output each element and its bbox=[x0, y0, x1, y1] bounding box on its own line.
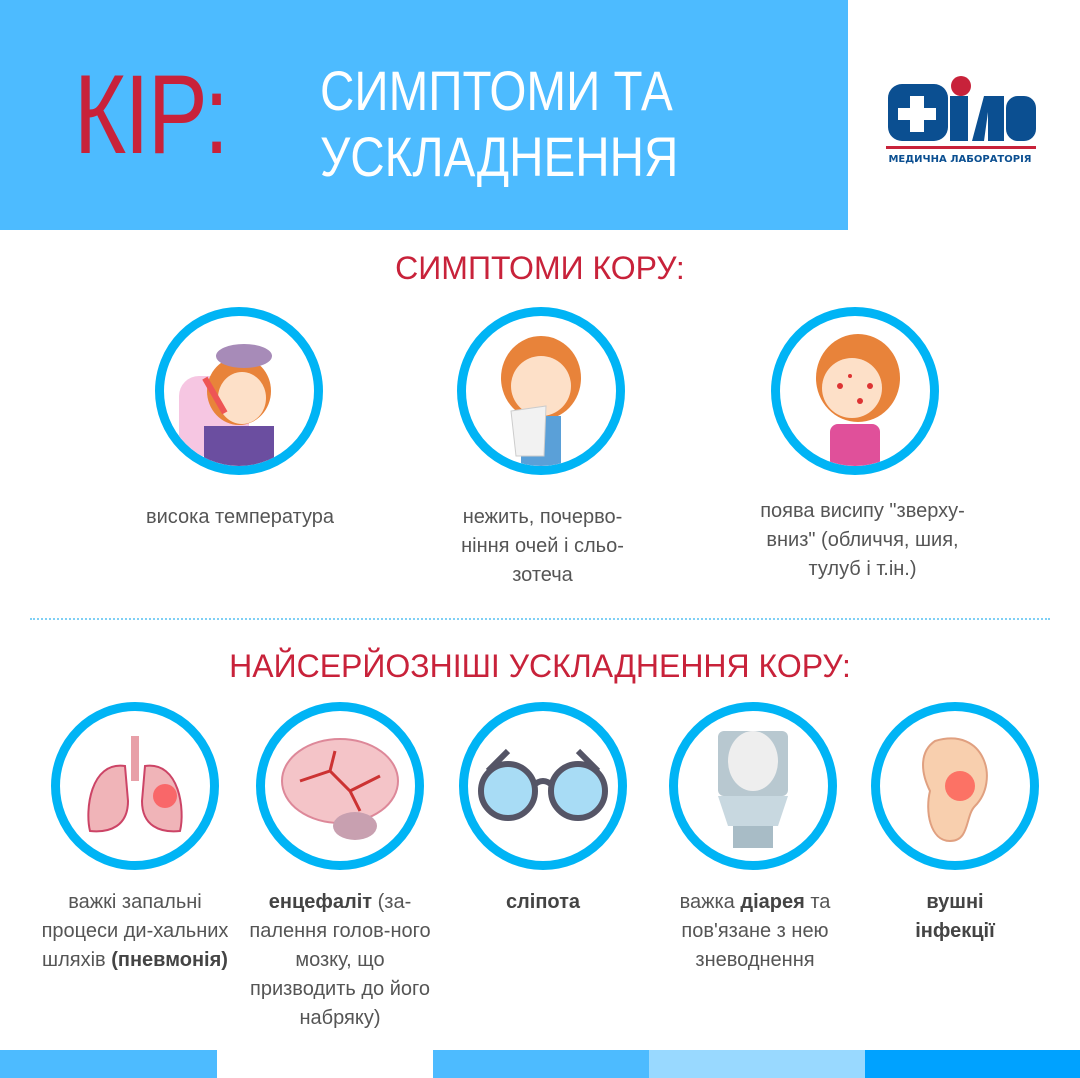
complication-caption-5: вушні інфекції bbox=[895, 888, 1015, 946]
title-line1: СИМПТОМИ ТА bbox=[320, 59, 673, 122]
toilet-icon bbox=[669, 702, 837, 870]
lungs-icon bbox=[51, 702, 219, 870]
runny-nose-girl-icon bbox=[457, 307, 625, 475]
logo-dila: МЕДИЧНА ЛАБОРАТОРІЯ bbox=[886, 76, 1036, 165]
caption-bold: енцефаліт bbox=[268, 891, 373, 913]
glasses-icon bbox=[459, 702, 627, 870]
footer-bar-1 bbox=[0, 1050, 217, 1078]
caption-bold: діарея bbox=[740, 891, 805, 913]
complication-caption-2: енцефаліт (за-палення голов-ного мозку, … bbox=[245, 888, 435, 1033]
brain-icon bbox=[256, 702, 424, 870]
footer-bar-3 bbox=[433, 1050, 649, 1078]
logo-subtitle: МЕДИЧНА ЛАБОРАТОРІЯ bbox=[888, 154, 1031, 165]
symptoms-heading: СИМПТОМИ КОРУ: bbox=[395, 250, 685, 286]
complication-caption-1: важкі запальні процеси ди-хальних шляхів… bbox=[35, 888, 235, 975]
title-line2: УСКЛАДНЕННЯ bbox=[320, 125, 679, 188]
symptom-caption-2: нежить, почерво-ніння очей і сльо-зотеча bbox=[461, 506, 624, 586]
complications-heading: НАЙСЕРЙОЗНІШІ УСКЛАДНЕННЯ КОРУ: bbox=[229, 648, 851, 684]
footer-bar-5 bbox=[865, 1050, 1080, 1078]
symptom-caption-1: висока температура bbox=[146, 506, 334, 528]
caption-text: (за-палення голов-ного мозку, що призвод… bbox=[249, 891, 431, 1029]
header-banner: КІР: СИМПТОМИ ТА УСКЛАДНЕННЯ bbox=[0, 0, 848, 230]
caption-text: та пов'язане з нею зневоднення bbox=[681, 891, 831, 971]
footer-bar-4 bbox=[649, 1050, 865, 1078]
caption-text: важкі запальні процеси ди-хальних шляхів bbox=[41, 891, 229, 971]
caption-bold: вушні інфекції bbox=[915, 891, 995, 942]
title-sub: СИМПТОМИ ТА УСКЛАДНЕННЯ bbox=[320, 58, 678, 190]
symptom-caption-3: поява висипу "зверху-вниз" (обличчя, шия… bbox=[760, 500, 965, 580]
ear-icon bbox=[871, 702, 1039, 870]
title-main: КІР: bbox=[74, 52, 229, 177]
complication-caption-4: важка діарея та пов'язане з нею зневодне… bbox=[650, 888, 860, 975]
divider bbox=[30, 618, 1050, 620]
rash-girl-icon bbox=[771, 307, 939, 475]
caption-text: важка bbox=[679, 891, 741, 913]
caption-bold: (пневмонія) bbox=[111, 949, 228, 971]
fever-girl-icon bbox=[155, 307, 323, 475]
caption-bold: сліпота bbox=[505, 891, 581, 913]
complication-caption-3: сліпота bbox=[463, 888, 623, 917]
